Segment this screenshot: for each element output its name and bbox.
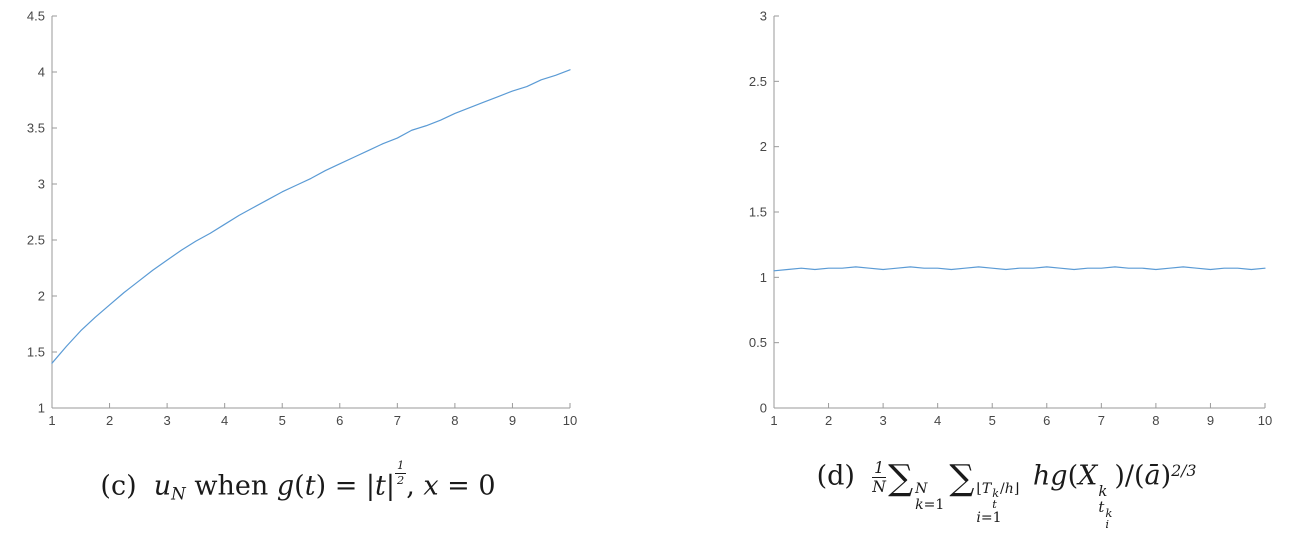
y-tick-label: 0 — [760, 401, 767, 416]
x-tick-label: 4 — [221, 413, 228, 428]
x-tick-label: 2 — [825, 413, 832, 428]
x-tick-label: 8 — [451, 413, 458, 428]
x-tick-label: 3 — [879, 413, 886, 428]
x-tick-label: 10 — [1258, 413, 1272, 428]
plot-d: 1 2 3 4 5 6 7 8 9 10 0 0.5 1 1.5 2 2.5 3 — [749, 9, 1272, 429]
x-tick-label: 5 — [279, 413, 286, 428]
y-tick-label: 1 — [38, 401, 45, 416]
y-tick-label: 2.5 — [749, 74, 767, 89]
x-tick-label: 5 — [989, 413, 996, 428]
x-tick-label: 7 — [394, 413, 401, 428]
y-tick-label: 4.5 — [27, 9, 45, 24]
y-tick-label: 2 — [760, 139, 767, 154]
y-tick-label: 1 — [760, 270, 767, 285]
panel-c: 1 2 3 4 5 6 7 8 9 10 1 1.5 2 2.5 3 3.5 4 4.5 (c) uN when … — [12, 6, 584, 531]
y-tick-label: 2 — [38, 289, 45, 304]
x-tick-label: 1 — [48, 413, 55, 428]
x-tick-label: 1 — [770, 413, 777, 428]
data-series-line — [773, 266, 1266, 272]
y-tick-label: 0.5 — [749, 335, 767, 350]
x-tick-label: 10 — [563, 413, 577, 428]
x-tick-label: 9 — [1207, 413, 1214, 428]
y-tick-label: 3 — [760, 9, 767, 24]
y-tick-label: 3.5 — [27, 121, 45, 136]
x-tick-label: 7 — [1098, 413, 1105, 428]
y-tick-label: 3 — [38, 177, 45, 192]
y-tick-label: 1.5 — [27, 345, 45, 360]
x-tick-label: 4 — [934, 413, 941, 428]
plot-c: 1 2 3 4 5 6 7 8 9 10 1 1.5 2 2.5 3 3.5 4 4.5 — [27, 9, 577, 429]
y-tick-label: 4 — [38, 65, 45, 80]
figure: 1 2 3 4 5 6 7 8 9 10 1 1.5 2 2.5 3 3.5 4 4.5 (c) uN when … — [12, 6, 1279, 531]
x-tick-label: 9 — [509, 413, 516, 428]
x-tick-label: 2 — [106, 413, 113, 428]
y-tick-label: 1.5 — [749, 205, 767, 220]
y-tick-label: 2.5 — [27, 233, 45, 248]
data-series-line — [51, 69, 571, 364]
x-tick-label: 3 — [163, 413, 170, 428]
caption-c: (c) uN when g(t) = |t| 1 2, x = 0 — [100, 458, 496, 504]
x-tick-label: 8 — [1152, 413, 1159, 428]
x-tick-label: 6 — [336, 413, 343, 428]
x-tick-label: 6 — [1043, 413, 1050, 428]
